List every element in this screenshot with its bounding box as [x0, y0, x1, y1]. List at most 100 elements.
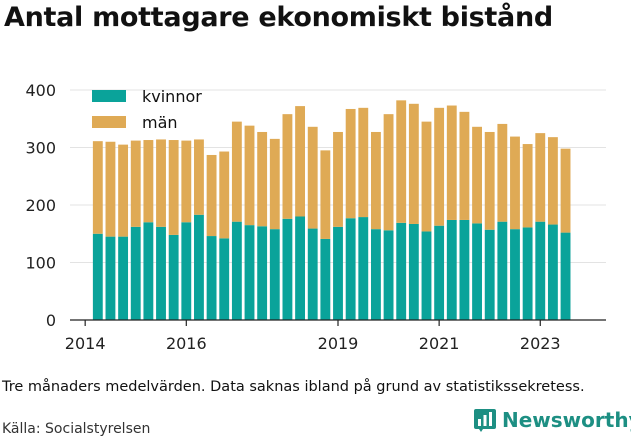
x-axis: 2014 2016 2019 2021 2023 [65, 319, 606, 353]
bar-man [143, 140, 154, 223]
bar-man [244, 125, 255, 226]
bar-man [446, 105, 457, 220]
bar-man [396, 100, 407, 223]
bar-kvinnor [219, 238, 230, 320]
bar-man [547, 137, 558, 225]
stacked-bar-chart: 2014 2016 2019 2021 2023 0 100 200 300 400 kvinn… [25, 81, 606, 353]
bar-kvinnor [118, 236, 129, 320]
bar-kvinnor [307, 228, 318, 320]
bar-man [231, 121, 242, 222]
bar-kvinnor [408, 223, 419, 320]
legend-label-man: män [142, 113, 178, 132]
bar-kvinnor [459, 219, 470, 320]
bar-kvinnor [257, 226, 268, 320]
bar-kvinnor [396, 222, 407, 320]
bar-kvinnor [156, 226, 166, 320]
bar-kvinnor [547, 224, 558, 320]
bar-man [358, 107, 369, 218]
bar-man [333, 131, 343, 227]
bar-kvinnor [244, 225, 255, 320]
bar-kvinnor [345, 218, 356, 320]
bar-kvinnor [370, 229, 381, 320]
bar-man [522, 144, 533, 228]
bar-kvinnor [194, 214, 204, 320]
bar-man [459, 111, 470, 220]
bar-man [484, 131, 495, 230]
source-credit: Källa: Socialstyrelsen [2, 421, 151, 437]
bar-man [295, 106, 306, 217]
y-tick-label: 200 [25, 196, 56, 215]
bar-kvinnor [497, 221, 508, 320]
bar-man [307, 126, 318, 229]
legend: kvinnor män [92, 87, 202, 132]
bar-man [383, 114, 394, 231]
bar-kvinnor [383, 230, 394, 320]
bar-man [118, 144, 129, 237]
bar-kvinnor [105, 236, 116, 320]
bar-man [168, 140, 179, 235]
x-tick-label: 2023 [520, 334, 561, 353]
bar-kvinnor [522, 227, 533, 320]
bar-kvinnor [510, 229, 520, 320]
bar-man [92, 141, 103, 234]
bar-kvinnor [231, 221, 242, 320]
legend-swatch-kvinnor [92, 90, 126, 102]
bar-chart-icon [474, 409, 496, 432]
bar-kvinnor [472, 223, 482, 320]
bar-kvinnor [130, 226, 141, 320]
bar-man [156, 139, 166, 227]
bar-kvinnor [358, 217, 369, 320]
x-tick-label: 2021 [419, 334, 460, 353]
bar-man [194, 139, 204, 215]
bar-man [105, 141, 116, 237]
bar-man [560, 148, 571, 233]
bar-man [421, 121, 432, 232]
bar-man [320, 150, 331, 239]
bar-man [282, 114, 293, 219]
bar-man [257, 131, 268, 227]
y-tick-label: 0 [46, 311, 56, 330]
chart-title: Antal mottagare ekonomiskt bistånd [4, 2, 553, 33]
bar-kvinnor [333, 226, 343, 320]
bars [92, 100, 571, 320]
bar-kvinnor [206, 236, 217, 320]
chart-note: Tre månaders medelvärden. Data saknas ib… [2, 379, 585, 395]
bar-kvinnor [143, 222, 154, 320]
bar-kvinnor [421, 231, 432, 320]
bar-man [219, 151, 230, 239]
bar-kvinnor [269, 229, 280, 320]
bar-man [181, 140, 192, 223]
bar-man [510, 136, 520, 230]
bar-man [130, 140, 141, 227]
legend-swatch-man [92, 116, 126, 128]
bar-man [269, 138, 280, 230]
bar-kvinnor [181, 222, 192, 320]
y-tick-label: 400 [25, 81, 56, 100]
newsworthy-logo: Newsworthy [473, 408, 631, 432]
y-tick-label: 100 [25, 254, 56, 273]
bar-man [434, 107, 445, 226]
bar-kvinnor [535, 221, 546, 320]
bar-man [370, 131, 381, 230]
bar-kvinnor [295, 216, 306, 320]
bar-man [408, 103, 419, 224]
bar-kvinnor [446, 219, 457, 320]
bar-kvinnor [168, 234, 179, 320]
x-tick-label: 2016 [166, 334, 207, 353]
legend-label-kvinnor: kvinnor [142, 87, 202, 106]
bar-kvinnor [484, 229, 495, 320]
bar-man [206, 154, 217, 237]
bar-man [345, 108, 356, 219]
bar-man [497, 123, 508, 222]
bar-kvinnor [92, 233, 103, 320]
y-tick-label: 300 [25, 139, 56, 158]
bar-kvinnor [282, 218, 293, 320]
brand-name: Newsworthy [502, 408, 631, 432]
x-tick-label: 2019 [318, 334, 359, 353]
x-tick-label: 2014 [65, 334, 106, 353]
bar-man [472, 126, 482, 224]
bar-kvinnor [560, 232, 571, 320]
bar-kvinnor [320, 238, 331, 320]
bar-kvinnor [434, 225, 445, 320]
bar-man [535, 133, 546, 222]
